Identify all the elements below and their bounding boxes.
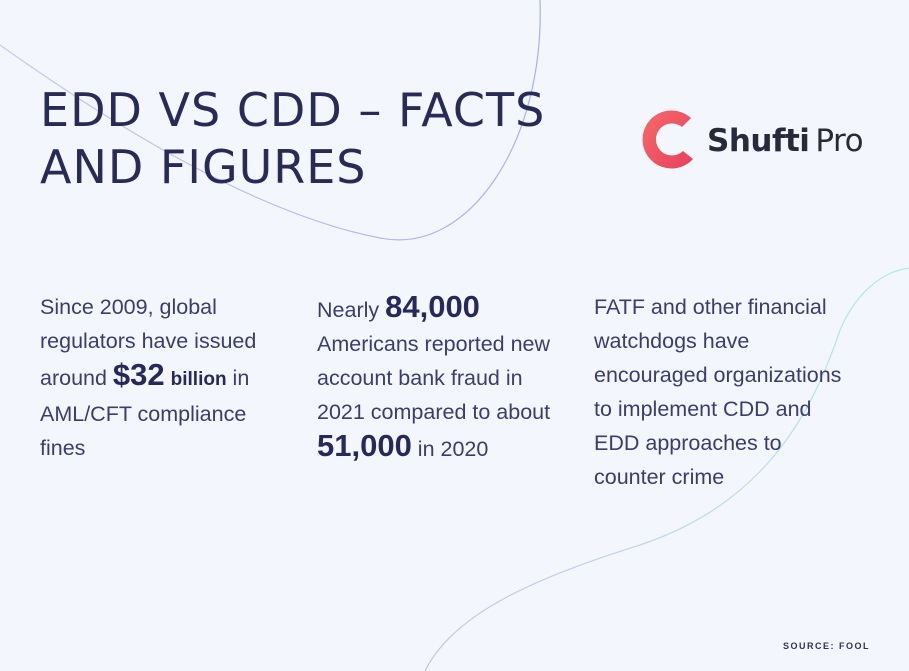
- fact-fines-unit: billion: [170, 369, 227, 390]
- fact-fines-amount: $32: [112, 357, 165, 392]
- page-title: EDD VS CDD – FACTS AND FIGURES: [40, 82, 560, 196]
- fact-column-fatf: FATF and other financial watchdogs have …: [594, 290, 856, 494]
- title-line-1: EDD VS CDD – FACTS: [40, 83, 546, 137]
- fact-fatf-text: FATF and other financial watchdogs have …: [594, 295, 842, 489]
- logo-word-pro: Pro: [815, 123, 864, 159]
- logo-word-shufti: Shufti: [707, 123, 810, 159]
- curve-top: [0, 0, 541, 241]
- fact-fraud-2021-count: 84,000: [385, 289, 480, 324]
- curve-bottom: [424, 267, 909, 671]
- source-label: SOURCE: FOOL: [783, 641, 870, 651]
- fact-column-fines: Since 2009, global regulators have issue…: [40, 290, 290, 465]
- title-line-2: AND FIGURES: [40, 140, 367, 194]
- fact-fines-text: Since 2009, global regulators have issue…: [40, 295, 257, 460]
- shufti-pro-ring-icon: [642, 110, 693, 169]
- fact-fraud-2020-count: 51,000: [317, 428, 412, 463]
- fact-column-bank-fraud: Nearly 84,000 Americans reported new acc…: [317, 290, 575, 466]
- shufti-pro-logo: Shufti Pro: [639, 108, 864, 174]
- fact-fraud-text: Nearly 84,000 Americans reported new acc…: [317, 289, 551, 463]
- logo-text: Shufti Pro: [707, 123, 864, 159]
